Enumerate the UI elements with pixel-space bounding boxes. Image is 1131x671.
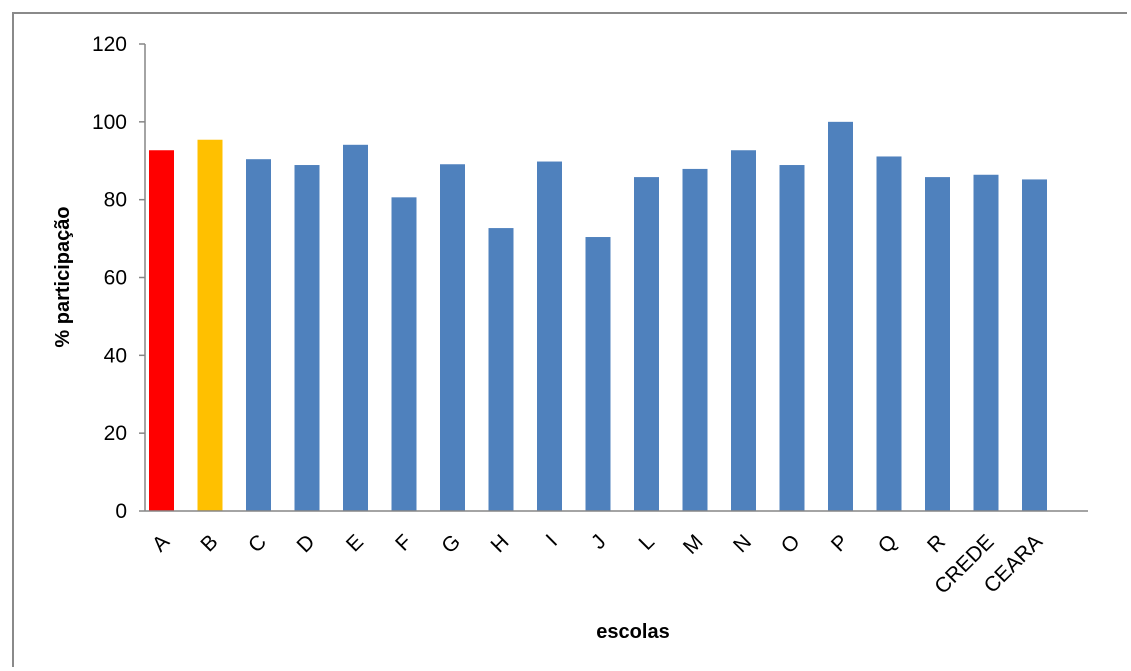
x-tick-label: Q: [874, 530, 902, 558]
x-tick-label: F: [391, 530, 416, 555]
bar-g: [440, 164, 465, 511]
bar-ceara: [1022, 179, 1047, 511]
y-tick-label: 0: [115, 500, 127, 523]
x-tick-label: A: [148, 530, 174, 556]
x-tick-label: C: [244, 530, 271, 557]
y-tick-label: 60: [104, 267, 127, 290]
bar-c: [246, 159, 271, 511]
bar-p: [828, 121, 853, 511]
bars: [149, 121, 1047, 512]
x-tick-label: M: [679, 530, 708, 559]
y-tick-label: 120: [92, 33, 127, 56]
bar-n: [731, 150, 756, 511]
x-axis-title: escolas: [596, 621, 669, 643]
x-tick-label: L: [635, 530, 660, 555]
x-tick-label: H: [487, 530, 514, 557]
x-tick-label: J: [587, 530, 611, 554]
x-tick-label: O: [777, 530, 805, 558]
bar-d: [294, 165, 320, 512]
x-tick-label: B: [196, 530, 222, 556]
bar-f: [391, 197, 417, 511]
bar-e: [343, 144, 368, 511]
x-tick-label: D: [293, 530, 320, 557]
bar-j: [585, 237, 611, 511]
bar-h: [488, 228, 514, 511]
y-axis-title: % participação: [52, 206, 74, 347]
bar-i: [537, 161, 562, 512]
y-tick-label: 80: [104, 189, 127, 212]
y-axis-ticks: 0 20 40 60 80 100 120: [92, 33, 145, 523]
bar-r: [925, 177, 950, 511]
bar-m: [682, 168, 708, 512]
x-tick-label: G: [437, 530, 465, 558]
x-tick-label: P: [827, 530, 853, 556]
bar-o: [779, 165, 805, 512]
x-tick-label: E: [342, 530, 368, 556]
bar-l: [634, 177, 659, 511]
x-tick-label: I: [542, 530, 562, 550]
x-tick-label: N: [729, 530, 756, 557]
bar-crede: [973, 174, 999, 511]
bar-a: [149, 150, 174, 511]
y-tick-label: 100: [92, 111, 127, 134]
y-tick-label: 40: [104, 344, 127, 367]
bar-q: [876, 156, 902, 511]
x-tick-label: R: [923, 530, 950, 557]
y-tick-label: 20: [104, 422, 127, 445]
bar-b: [197, 139, 223, 512]
